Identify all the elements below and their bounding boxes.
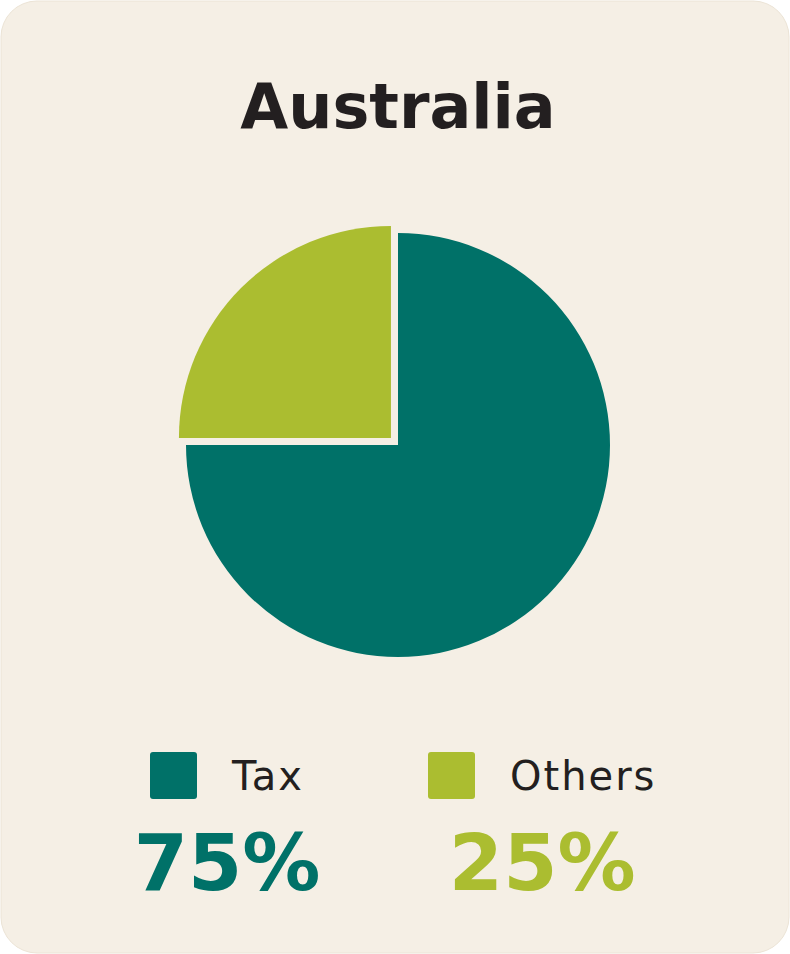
legend-label: Tax [231, 753, 304, 799]
pie [179, 226, 610, 657]
card-background [1, 1, 789, 953]
data-label: 25% [449, 818, 636, 908]
legend-swatch [428, 752, 475, 799]
pie-slice [179, 226, 391, 438]
legend-label: Others [510, 753, 656, 799]
legend-swatch [150, 752, 197, 799]
legend: Tax Others [150, 752, 656, 799]
data-label: 75% [134, 818, 321, 908]
chart-title: Australia [240, 70, 555, 143]
chart-root: Australia Tax Others 75% 25% [0, 0, 790, 954]
